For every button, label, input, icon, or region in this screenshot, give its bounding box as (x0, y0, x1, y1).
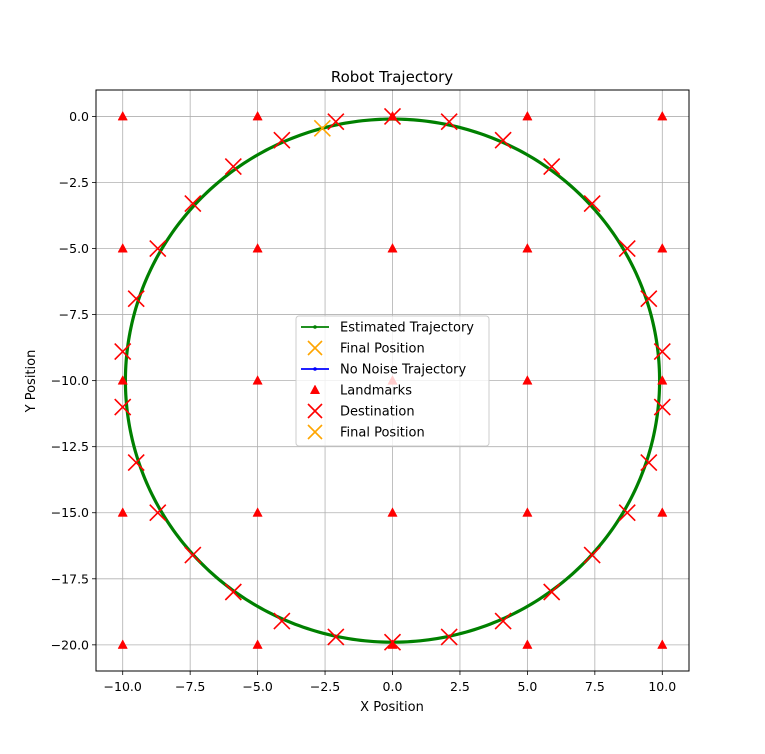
x-tick-label: 7.5 (585, 679, 605, 694)
legend: Estimated Trajectory Final Position No Noi… (295, 315, 490, 447)
landmark-marker (657, 243, 668, 253)
y-tick-label: −12.5 (51, 439, 89, 454)
landmark-marker (657, 110, 668, 121)
destination-marker (653, 343, 671, 361)
landmark-marker (387, 507, 398, 517)
destination-marker (224, 583, 242, 601)
destination-marker (583, 546, 601, 564)
destination-marker (543, 158, 561, 176)
legend-label: Final Position (340, 342, 425, 357)
legend-label: Landmarks (340, 384, 412, 399)
landmark-marker (117, 507, 128, 517)
y-tick-label: −5.0 (59, 241, 89, 256)
legend-x-swatch (307, 340, 323, 356)
destination-marker (583, 195, 601, 213)
landmark-marker (117, 375, 128, 385)
y-tick-label: −2.5 (59, 175, 89, 190)
destination-marker (327, 628, 345, 646)
landmark-marker (657, 375, 668, 385)
x-tick-label: 0.0 (383, 679, 403, 694)
landmark-marker (117, 639, 128, 649)
legend-entry: Final Position (307, 340, 425, 357)
destination-marker (618, 504, 636, 522)
destination-marker (127, 290, 145, 308)
landmark-marker (387, 243, 398, 253)
legend-label: Final Position (340, 426, 425, 441)
y-axis-title: Y Position (24, 350, 39, 414)
destination-marker (114, 398, 132, 416)
landmark-marker (522, 375, 533, 385)
destination-marker (273, 131, 291, 149)
landmark-marker (117, 110, 128, 121)
legend-x-swatch (307, 403, 323, 419)
legend-point-swatch (313, 325, 317, 329)
estimated-trajectory-line (123, 117, 662, 644)
landmark-marker (522, 110, 533, 121)
legend-point-swatch (313, 367, 317, 371)
x-tick-label: −10.0 (104, 679, 142, 694)
destination-marker (440, 113, 458, 131)
y-tick-label: −7.5 (59, 307, 89, 322)
axis-ticks: −10.0 −7.5 −5.0 −2.5 0.0 2.5 5.0 7.5 10.0 0.0 −2.5… (51, 109, 677, 694)
destination-marker (224, 158, 242, 176)
landmark-marker (522, 507, 533, 517)
destination-marker (640, 453, 658, 472)
legend-triangle-swatch (309, 384, 321, 394)
destination-marker (383, 633, 402, 651)
landmark-marker (252, 639, 263, 649)
legend-entry: No Noise Trajectory (301, 363, 466, 378)
chart-title: Robot Trajectory (331, 68, 453, 86)
plot-data (114, 107, 671, 651)
landmark-marker (252, 243, 263, 253)
x-tick-label: −5.0 (242, 679, 272, 694)
legend-entry: Landmarks (309, 384, 412, 399)
legend-label: Destination (340, 405, 415, 420)
y-tick-label: 0.0 (69, 109, 89, 124)
legend-label: No Noise Trajectory (340, 363, 466, 378)
destination-marker (383, 107, 402, 125)
y-tick-label: −17.5 (51, 571, 89, 586)
y-tick-label: −10.0 (51, 373, 89, 388)
landmark-marker (252, 375, 263, 385)
legend-entry: Final Position (307, 424, 425, 441)
legend-box (295, 315, 490, 447)
destination-marker (114, 343, 132, 361)
y-tick-label: −20.0 (51, 637, 89, 652)
destination-marker (184, 195, 202, 213)
landmark-marker (252, 110, 263, 121)
legend-x-swatch (307, 424, 323, 440)
x-tick-label: −7.5 (175, 679, 205, 694)
destination-marker (618, 239, 636, 258)
y-tick-label: −15.0 (51, 505, 89, 520)
destination-marker (653, 398, 671, 416)
x-tick-label: 5.0 (517, 679, 537, 694)
destination-marker (494, 612, 512, 630)
landmark-marker (657, 507, 668, 517)
legend-entry: Estimated Trajectory (301, 321, 474, 336)
destination-marker (273, 612, 291, 630)
legend-label: Estimated Trajectory (340, 321, 474, 336)
x-tick-label: −2.5 (310, 679, 340, 694)
landmark-marker (117, 243, 128, 253)
destination-marker (543, 583, 561, 601)
landmark-marker (522, 639, 533, 649)
legend-entry: Destination (307, 403, 415, 420)
x-tick-label: 10.0 (648, 679, 676, 694)
destination-marker (327, 113, 345, 131)
x-tick-label: 2.5 (450, 679, 470, 694)
final-position-marker (313, 119, 331, 137)
destination-marker (149, 504, 167, 522)
landmark-marker (522, 243, 533, 253)
destination-marker (440, 628, 458, 646)
destination-marker (184, 546, 202, 564)
x-axis-title: X Position (360, 700, 424, 715)
destination-marker (640, 290, 658, 308)
destination-marker (149, 239, 167, 258)
landmark-marker (252, 507, 263, 517)
destination-marker (127, 453, 145, 472)
destination-marker (494, 131, 512, 149)
landmark-marker (657, 639, 668, 649)
